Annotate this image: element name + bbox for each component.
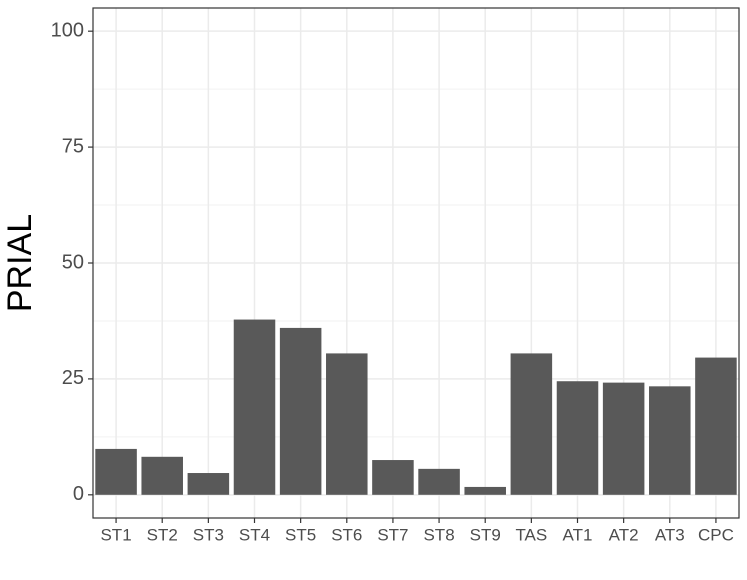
- bar: [464, 486, 506, 495]
- x-tick-label: ST7: [377, 525, 408, 544]
- x-tick-label: CPC: [698, 525, 734, 544]
- bar: [279, 327, 322, 495]
- x-tick-label: AT1: [563, 525, 593, 544]
- bar: [695, 357, 737, 495]
- x-tick-label: ST9: [470, 525, 501, 544]
- bar: [510, 353, 553, 495]
- x-tick-label: ST5: [285, 525, 316, 544]
- bar: [141, 456, 183, 495]
- x-tick-label: ST4: [239, 525, 270, 544]
- y-tick-label: 0: [73, 483, 84, 505]
- bar: [649, 386, 691, 495]
- x-tick-label: ST8: [423, 525, 454, 544]
- x-tick-label: ST6: [331, 525, 362, 544]
- y-tick-label: 25: [62, 367, 84, 389]
- x-tick-label: AT2: [609, 525, 639, 544]
- bar: [556, 381, 599, 495]
- y-tick-label: 50: [62, 251, 84, 273]
- bar: [372, 460, 414, 495]
- y-axis-label: PRIAL: [1, 214, 39, 312]
- x-tick-label: ST3: [193, 525, 224, 544]
- bar: [418, 468, 460, 495]
- x-tick-label: ST2: [147, 525, 178, 544]
- x-tick-label: AT3: [655, 525, 685, 544]
- bar: [326, 353, 368, 495]
- bar: [602, 382, 645, 495]
- bar: [187, 473, 230, 495]
- y-tick-label: 100: [51, 19, 84, 41]
- panel-border: [92, 7, 740, 519]
- y-tick-label: 75: [62, 135, 84, 157]
- x-tick-label: TAS: [515, 525, 547, 544]
- bar: [233, 319, 276, 495]
- bar: [95, 448, 137, 495]
- x-tick-label: ST1: [100, 525, 131, 544]
